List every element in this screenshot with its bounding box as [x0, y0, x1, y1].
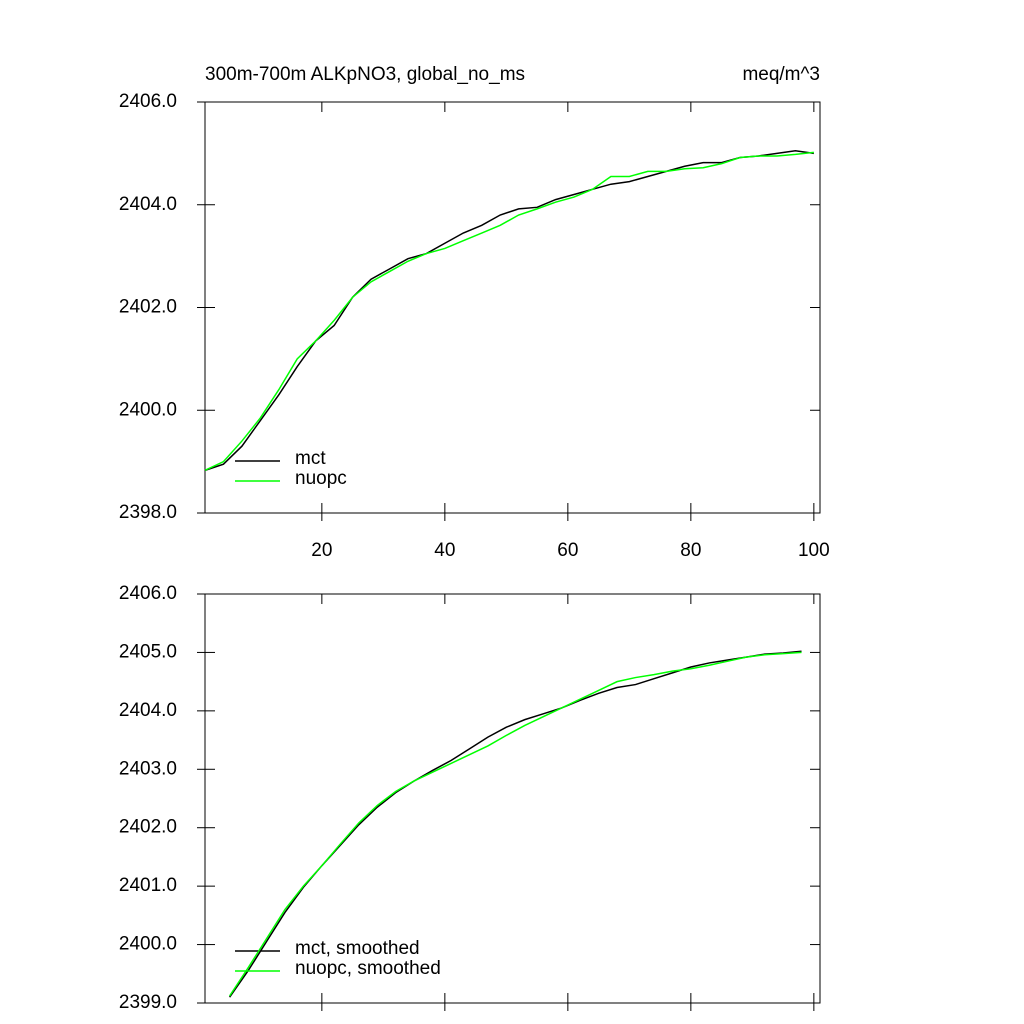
x-tick-label: 100	[798, 540, 830, 561]
y-tick-label: 2405.0	[119, 641, 177, 662]
legend-label: nuopc, smoothed	[295, 958, 441, 979]
x-tick-label: 60	[557, 540, 578, 561]
legend-label: mct	[295, 448, 326, 469]
x-tick-label: 80	[680, 540, 701, 561]
data-line	[204, 151, 814, 472]
x-tick-label: 20	[311, 540, 332, 561]
y-tick-label: 2404.0	[119, 700, 177, 721]
y-tick-label: 2404.0	[119, 194, 177, 215]
y-tick-label: 2403.0	[119, 758, 177, 779]
data-line	[204, 150, 814, 472]
y-tick-label: 2398.0	[119, 502, 177, 523]
y-tick-label: 2401.0	[119, 875, 177, 896]
y-tick-label: 2400.0	[119, 934, 177, 955]
units-label: meq/m^3	[742, 64, 820, 85]
legend-label: mct, smoothed	[295, 938, 420, 959]
x-tick-label: 40	[434, 540, 455, 561]
y-tick-label: 2406.0	[119, 91, 177, 112]
y-tick-label: 2406.0	[119, 583, 177, 604]
chart-title: 300m-700m ALKpNO3, global_no_ms	[205, 64, 525, 85]
y-tick-label: 2399.0	[119, 992, 177, 1013]
plot-frame	[204, 101, 821, 514]
y-tick-label: 2402.0	[119, 297, 177, 318]
y-tick-label: 2402.0	[119, 817, 177, 838]
y-tick-label: 2400.0	[119, 399, 177, 420]
data-line	[228, 651, 802, 997]
legend-label: nuopc	[295, 468, 347, 489]
plot-frame	[204, 593, 821, 1004]
